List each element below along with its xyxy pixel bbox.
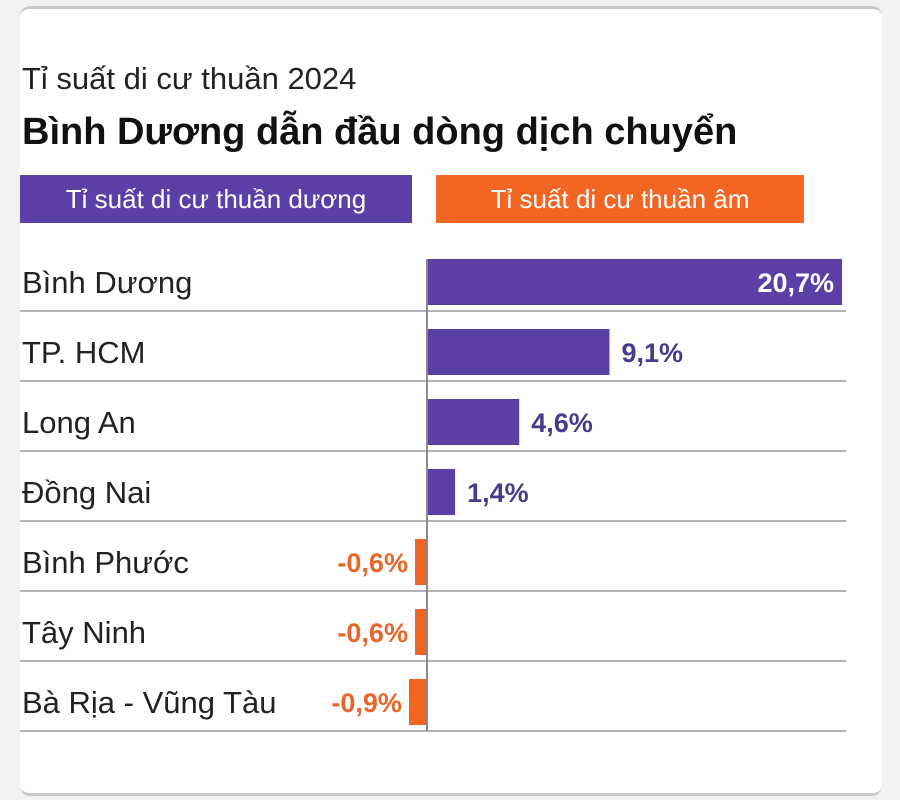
value-label: 20,7% <box>757 268 834 298</box>
category-label: Long An <box>22 405 136 440</box>
value-label: -0,9% <box>331 688 402 718</box>
chart-card: Tỉ suất di cư thuần 2024 Bình Dương dẫn … <box>20 6 882 796</box>
bar <box>414 539 427 585</box>
bar <box>427 259 843 305</box>
value-label: 9,1% <box>621 338 683 368</box>
bar <box>414 609 427 655</box>
bar <box>427 469 456 515</box>
value-label: -0,6% <box>337 618 408 648</box>
bar <box>408 679 427 725</box>
value-label: 4,6% <box>531 408 593 438</box>
bar-chart: Bình Dương 20,7% TP. HCM 9,1% Long An 4,6% Đồn… <box>20 259 846 732</box>
bar <box>427 329 610 375</box>
chart-subtitle: Tỉ suất di cư thuần 2024 <box>22 61 357 96</box>
category-label: Bình Phước <box>22 545 189 580</box>
category-label: Bà Rịa - Vũng Tàu <box>22 685 276 720</box>
legend-negative: Tỉ suất di cư thuần âm <box>436 175 804 223</box>
legend-positive: Tỉ suất di cư thuần dương <box>20 175 412 223</box>
value-label: 1,4% <box>467 478 529 508</box>
category-label: Bình Dương <box>22 265 192 300</box>
category-label: Đồng Nai <box>22 475 151 510</box>
bar <box>427 399 520 445</box>
value-label: -0,6% <box>337 548 408 578</box>
chart-title: Bình Dương dẫn đầu dòng dịch chuyển <box>22 111 738 153</box>
category-label: TP. HCM <box>22 335 145 370</box>
category-label: Tây Ninh <box>22 615 146 650</box>
